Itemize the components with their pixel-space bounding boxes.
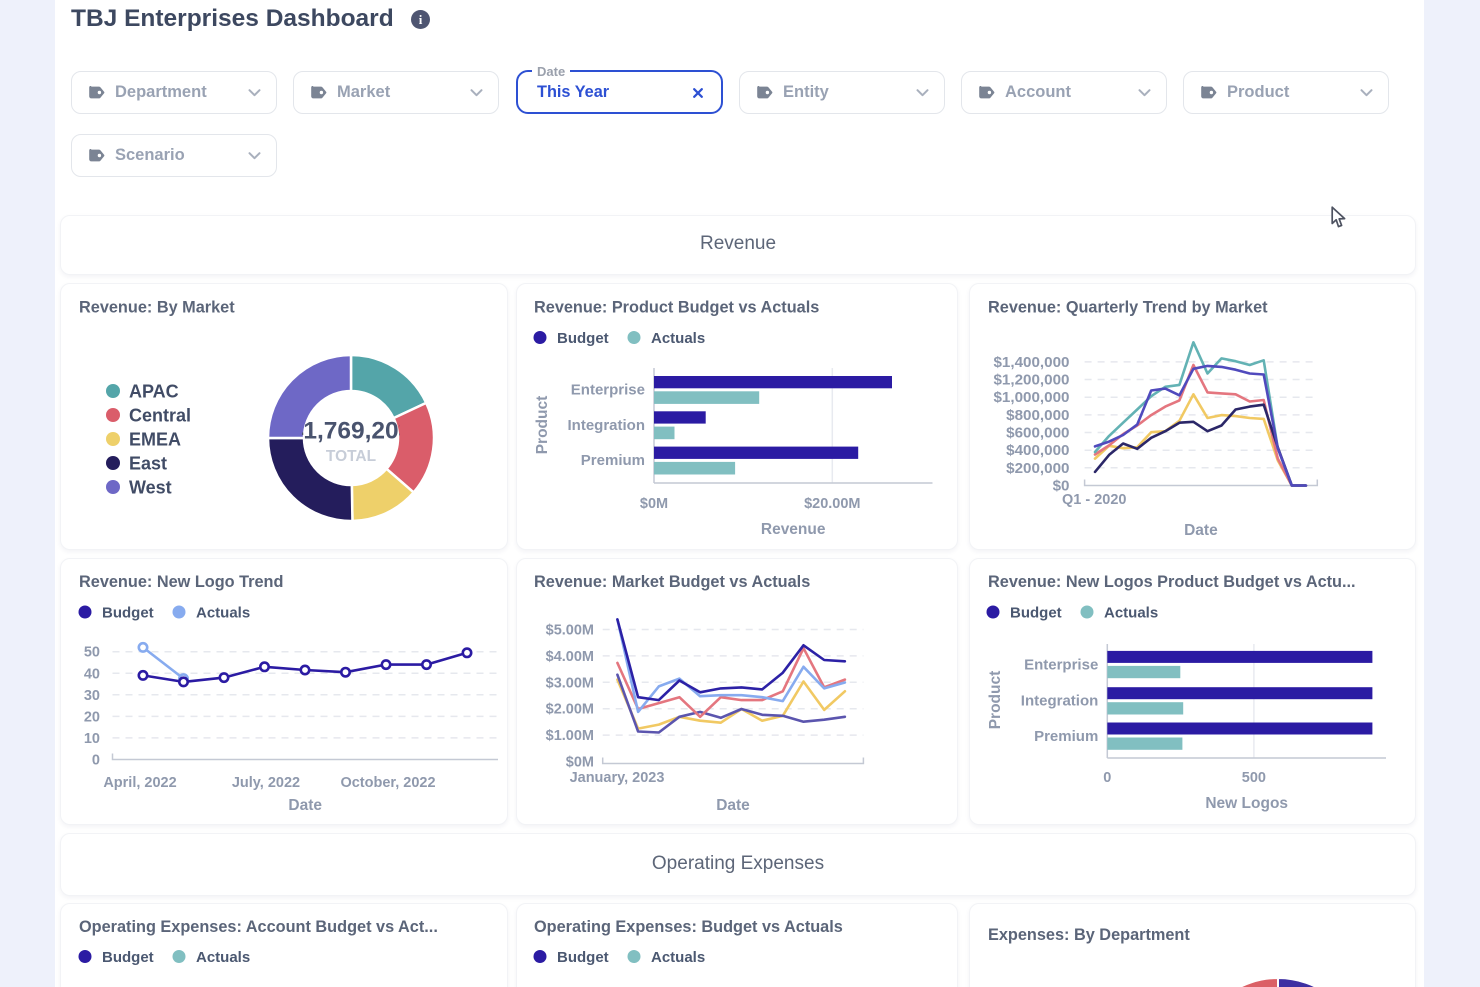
svg-text:Revenue: Revenue [761, 521, 826, 538]
svg-text:Premium: Premium [581, 452, 645, 469]
svg-text:Enterprise: Enterprise [571, 382, 645, 399]
svg-text:$20.00M: $20.00M [804, 496, 860, 512]
svg-text:Actuals: Actuals [651, 330, 705, 347]
svg-text:Revenue: New Logo Trend: Revenue: New Logo Trend [79, 573, 283, 591]
svg-text:Actuals: Actuals [196, 949, 250, 966]
svg-text:41,769,203: 41,769,203 [290, 418, 413, 445]
svg-text:Revenue: Quarterly Trend by Ma: Revenue: Quarterly Trend by Market [988, 299, 1268, 317]
svg-text:Product: Product [987, 671, 1004, 730]
svg-text:30: 30 [84, 688, 100, 704]
svg-text:Budget: Budget [1010, 605, 1062, 622]
svg-text:$200,000: $200,000 [1006, 460, 1069, 477]
svg-text:$800,000: $800,000 [1006, 407, 1069, 424]
svg-text:40: 40 [84, 666, 100, 682]
svg-text:Actuals: Actuals [1104, 605, 1158, 622]
svg-text:Revenue: By Market: Revenue: By Market [79, 299, 235, 317]
svg-text:Date: Date [1184, 522, 1218, 539]
svg-text:$600,000: $600,000 [1006, 425, 1069, 442]
svg-text:April, 2022: April, 2022 [103, 775, 176, 791]
svg-text:APAC: APAC [129, 382, 179, 402]
svg-text:$0M: $0M [566, 755, 594, 771]
svg-text:50: 50 [84, 645, 100, 661]
svg-text:$0M: $0M [640, 496, 668, 512]
svg-text:$1,000,000: $1,000,000 [993, 389, 1069, 406]
svg-text:Actuals: Actuals [651, 949, 705, 966]
svg-text:0: 0 [92, 753, 100, 769]
svg-text:$1.00M: $1.00M [546, 728, 594, 744]
svg-text:Integration: Integration [1021, 693, 1099, 710]
svg-text:Enterprise: Enterprise [1024, 656, 1098, 673]
svg-text:$2.00M: $2.00M [546, 702, 594, 718]
svg-text:$3.00M: $3.00M [546, 675, 594, 691]
svg-text:Budget: Budget [557, 949, 609, 966]
svg-text:Revenue: New Logos Product Bud: Revenue: New Logos Product Budget vs Act… [988, 573, 1356, 591]
svg-text:West: West [129, 478, 172, 498]
svg-text:Date: Date [288, 797, 322, 814]
svg-text:$400,000: $400,000 [1006, 442, 1069, 459]
svg-text:$4.00M: $4.00M [546, 649, 594, 665]
svg-text:Revenue: Market Budget vs Actu: Revenue: Market Budget vs Actuals [534, 573, 810, 591]
svg-text:January, 2023: January, 2023 [570, 770, 665, 786]
svg-text:0: 0 [1103, 770, 1111, 786]
svg-text:New Logos: New Logos [1205, 795, 1288, 812]
svg-text:Budget: Budget [102, 605, 154, 622]
svg-text:Operating Expenses: Budget vs: Operating Expenses: Budget vs Actuals [534, 918, 843, 936]
svg-text:20: 20 [84, 709, 100, 725]
svg-text:Premium: Premium [1034, 728, 1098, 745]
svg-text:TOTAL: TOTAL [326, 448, 376, 465]
svg-text:Product: Product [534, 396, 551, 455]
svg-text:Actuals: Actuals [196, 605, 250, 622]
svg-text:July, 2022: July, 2022 [232, 775, 300, 791]
svg-text:Date: Date [716, 797, 750, 814]
svg-text:$1,400,000: $1,400,000 [993, 354, 1069, 371]
svg-text:Operating Expenses: Account Bu: Operating Expenses: Account Budget vs Ac… [79, 918, 438, 936]
svg-text:Revenue: Product Budget vs Act: Revenue: Product Budget vs Actuals [534, 299, 819, 317]
svg-text:500: 500 [1242, 770, 1266, 786]
svg-text:October, 2022: October, 2022 [340, 775, 435, 791]
svg-text:Q1 - 2020: Q1 - 2020 [1062, 492, 1127, 508]
svg-text:Integration: Integration [568, 417, 646, 434]
svg-text:Expenses: By Department: Expenses: By Department [988, 926, 1190, 944]
svg-text:Budget: Budget [102, 949, 154, 966]
svg-text:$0: $0 [1053, 478, 1070, 495]
svg-text:10: 10 [84, 731, 100, 747]
svg-text:Budget: Budget [557, 330, 609, 347]
svg-text:East: East [129, 454, 167, 474]
svg-text:$5.00M: $5.00M [546, 623, 594, 639]
svg-text:Central: Central [129, 406, 191, 426]
svg-text:EMEA: EMEA [129, 430, 181, 450]
svg-text:$1,200,000: $1,200,000 [993, 372, 1069, 389]
